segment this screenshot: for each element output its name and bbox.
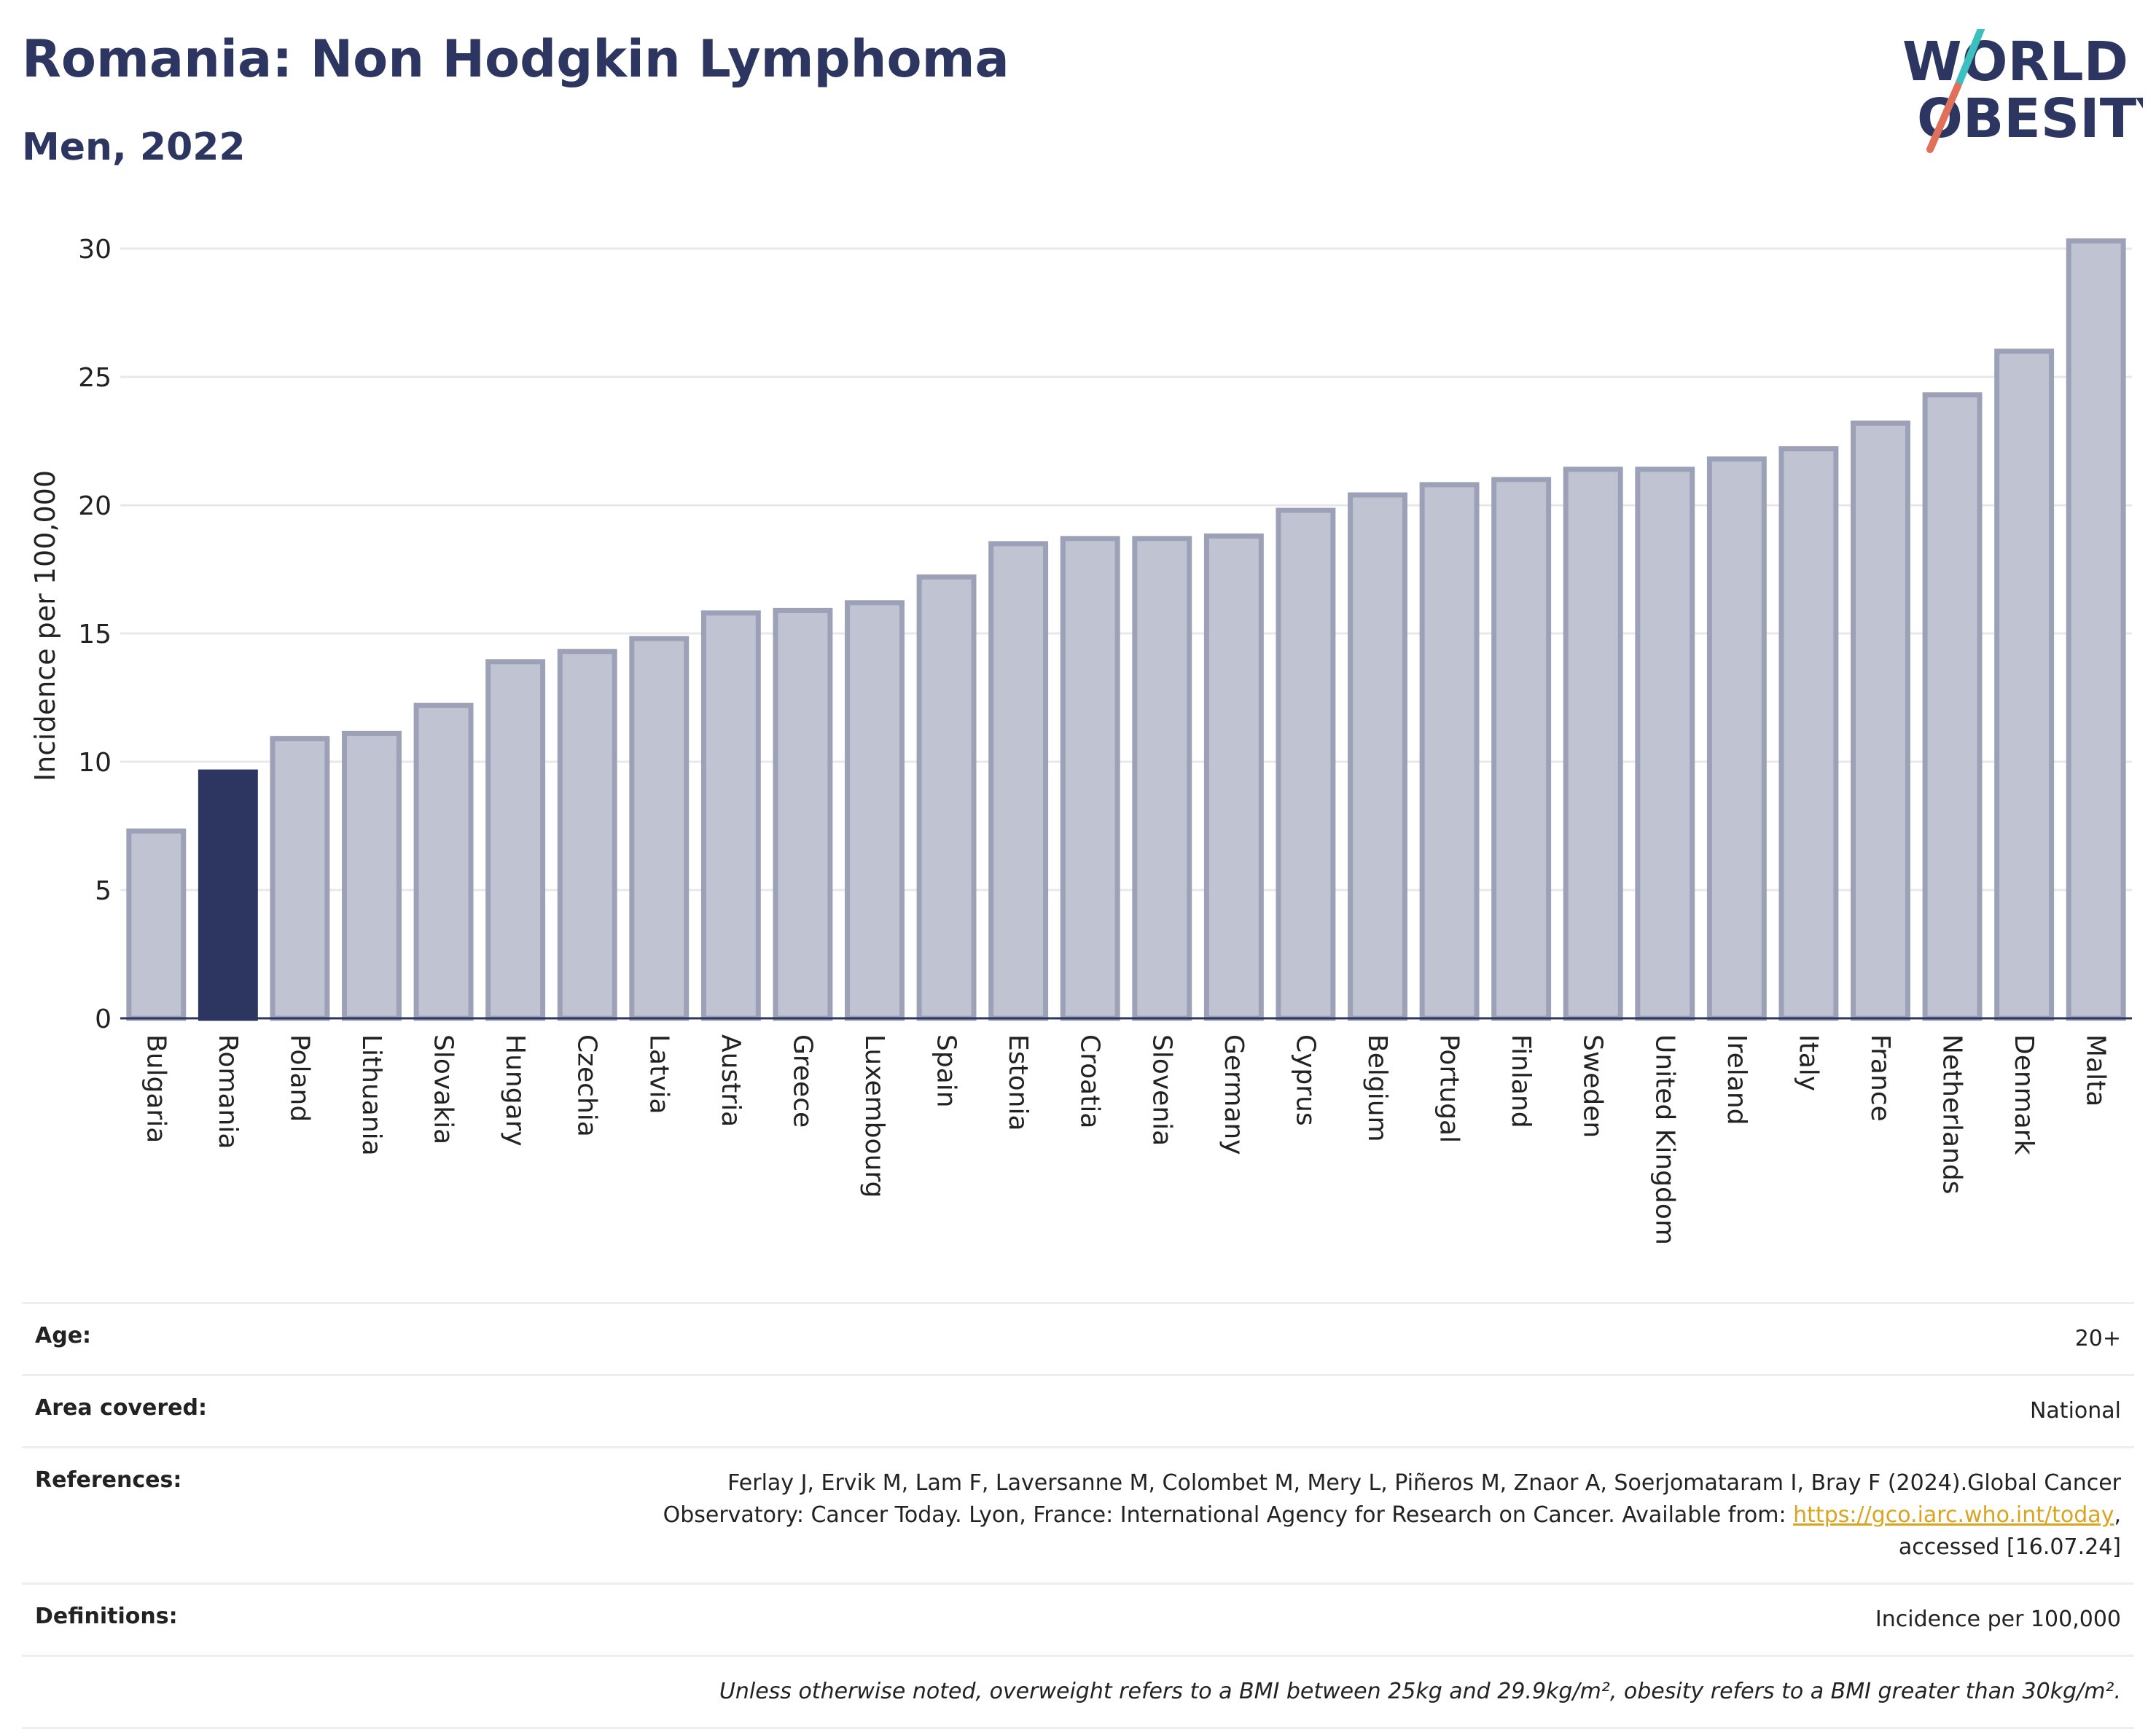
- x-tick-label: Spain: [931, 1034, 961, 1108]
- bars: [126, 238, 2126, 1021]
- bar-chart: 0 5 10 15 20 25 30 Bulgaria Romania Poland Lithua…: [29, 235, 2132, 1245]
- x-tick-label: Slovakia: [429, 1034, 458, 1144]
- bar-latvia: [629, 636, 690, 1021]
- x-tick-label: Slovenia: [1147, 1034, 1176, 1146]
- x-axis-labels: Bulgaria Romania Poland Lithuania Slovakia Hu…: [141, 1034, 2110, 1245]
- x-tick-label: Denmark: [2009, 1034, 2039, 1155]
- info-row-area: Area covered: National: [22, 1374, 2134, 1446]
- x-tick-label: Malta: [2081, 1034, 2111, 1107]
- page-subtitle: Men, 2022: [22, 125, 246, 169]
- x-tick-label: France: [1865, 1034, 1895, 1122]
- references-value: Ferlay J, Ervik M, Lam F, Laversanne M, …: [663, 1467, 2121, 1564]
- y-tick-label: 0: [95, 1004, 112, 1034]
- info-table: Age: 20+ Area covered: National Referenc…: [22, 1302, 2134, 1729]
- x-tick-label: Portugal: [1434, 1034, 1464, 1143]
- bar-sweden: [1563, 467, 1623, 1021]
- bar-malta: [2066, 238, 2126, 1021]
- bar-bulgaria: [126, 828, 187, 1021]
- x-tick-label: Hungary: [500, 1034, 530, 1147]
- logo-slash-coral: [1926, 82, 1961, 153]
- bar-france: [1851, 420, 1910, 1021]
- bar-italy: [1778, 446, 1839, 1021]
- bar-spain: [916, 574, 977, 1021]
- area-value: National: [2029, 1398, 2121, 1424]
- y-tick-label: 30: [78, 235, 112, 265]
- x-tick-label: Lithuania: [356, 1034, 386, 1156]
- x-tick-label: Italy: [1793, 1034, 1823, 1091]
- x-tick-label: Belgium: [1362, 1034, 1392, 1142]
- bar-united-kingdom: [1635, 467, 1695, 1021]
- references-line2-post: ,: [2114, 1502, 2121, 1528]
- y-axis-title: Incidence per 100,000: [29, 470, 61, 781]
- x-tick-label: Croatia: [1075, 1034, 1105, 1128]
- x-tick-label: Luxembourg: [859, 1034, 889, 1198]
- bar-slovakia: [413, 703, 474, 1021]
- bar-hungary: [485, 659, 546, 1021]
- bar-germany: [1203, 533, 1264, 1021]
- x-tick-label: Estonia: [1003, 1034, 1033, 1131]
- x-tick-label: United Kingdom: [1649, 1034, 1679, 1245]
- x-tick-label: Bulgaria: [141, 1034, 171, 1143]
- info-row-note: Unless otherwise noted, overweight refer…: [22, 1655, 2134, 1729]
- y-axis-ticks: 0 5 10 15 20 25 30: [78, 235, 112, 1034]
- x-tick-label: Latvia: [644, 1034, 673, 1115]
- bar-portugal: [1419, 482, 1480, 1021]
- y-tick-label: 5: [95, 876, 112, 906]
- info-row-age: Age: 20+: [22, 1302, 2134, 1374]
- y-tick-label: 10: [78, 748, 112, 778]
- bar-belgium: [1348, 492, 1407, 1021]
- definitions-label: Definitions:: [35, 1604, 178, 1629]
- bar-slovenia: [1132, 536, 1192, 1021]
- world-obesity-logo: WORLD OBESITY: [1902, 29, 2143, 153]
- definitions-value: Incidence per 100,000: [1875, 1607, 2121, 1632]
- bar-czechia: [557, 649, 617, 1021]
- references-label: References:: [35, 1467, 182, 1493]
- x-tick-label: Romania: [213, 1034, 243, 1149]
- info-row-definitions: Definitions: Incidence per 100,000: [22, 1582, 2134, 1655]
- bar-estonia: [988, 541, 1049, 1021]
- bar-ireland: [1706, 456, 1767, 1021]
- bar-denmark: [1994, 348, 2055, 1021]
- bar-poland: [270, 735, 330, 1021]
- page-title: Romania: Non Hodgkin Lymphoma: [22, 29, 1009, 89]
- age-value: 20+: [2074, 1326, 2121, 1351]
- bar-austria: [700, 610, 761, 1021]
- references-line1: Ferlay J, Ervik M, Lam F, Laversanne M, …: [727, 1470, 2121, 1496]
- references-line2: Observatory: Cancer Today. Lyon, France:…: [663, 1502, 1794, 1528]
- bar-netherlands: [1922, 392, 1983, 1021]
- x-tick-label: Netherlands: [1937, 1034, 1967, 1194]
- x-tick-label: Ireland: [1722, 1034, 1751, 1125]
- bar-cyprus: [1276, 507, 1336, 1021]
- bar-lithuania: [342, 730, 402, 1021]
- x-tick-label: Germany: [1219, 1034, 1249, 1155]
- y-tick-label: 15: [78, 620, 112, 649]
- y-tick-label: 25: [78, 363, 112, 393]
- bar-finland: [1491, 477, 1552, 1021]
- x-tick-label: Cyprus: [1290, 1034, 1320, 1126]
- x-tick-label: Austria: [716, 1034, 746, 1127]
- area-label: Area covered:: [35, 1395, 207, 1421]
- logo-line1: WORLD: [1902, 31, 2128, 93]
- x-tick-label: Poland: [284, 1034, 314, 1122]
- bar-greece: [773, 607, 833, 1021]
- bar-romania: [198, 769, 258, 1021]
- bar-luxembourg: [845, 600, 905, 1021]
- references-line3: accessed [16.07.24]: [1898, 1534, 2121, 1560]
- bar-croatia: [1060, 536, 1120, 1021]
- x-tick-label: Greece: [787, 1034, 817, 1128]
- x-tick-label: Finland: [1506, 1034, 1536, 1128]
- info-row-references: References: Ferlay J, Ervik M, Lam F, La…: [22, 1446, 2134, 1582]
- y-tick-label: 20: [78, 491, 112, 521]
- logo-slash-teal: [1954, 29, 1985, 90]
- x-tick-label: Czechia: [572, 1034, 602, 1137]
- references-link[interactable]: https://gco.iarc.who.int/today: [1793, 1502, 2114, 1528]
- bmi-note: Unless otherwise noted, overweight refer…: [719, 1679, 2121, 1704]
- x-tick-label: Sweden: [1578, 1034, 1608, 1138]
- age-label: Age:: [35, 1323, 92, 1349]
